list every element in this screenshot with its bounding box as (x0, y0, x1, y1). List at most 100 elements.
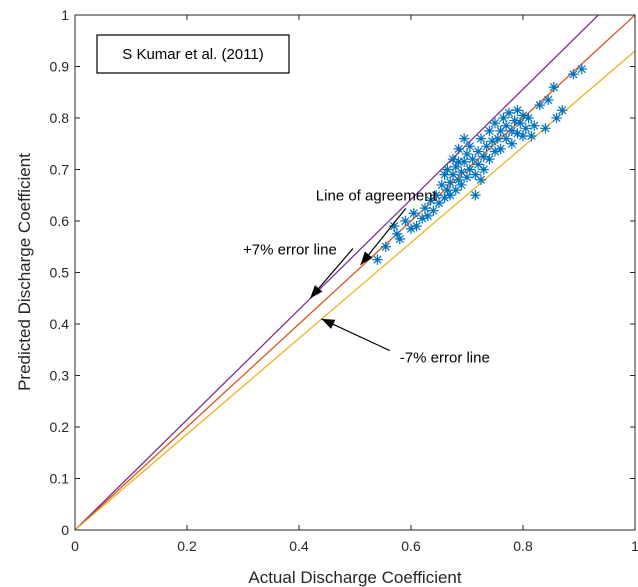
x-tick-label: 1 (631, 538, 638, 554)
data-point (503, 107, 515, 119)
data-point (464, 141, 475, 152)
y-tick-label: 0.4 (50, 316, 70, 332)
data-point (506, 138, 517, 149)
data-point (467, 154, 478, 165)
arrowhead (360, 251, 373, 265)
x-tick-label: 0.4 (289, 538, 309, 554)
data-point (534, 99, 545, 111)
data-point (442, 184, 453, 196)
data-point (431, 190, 442, 201)
data-point (456, 166, 467, 178)
data-point (433, 197, 445, 209)
data-point (461, 172, 473, 183)
line-of-agreement (75, 15, 635, 530)
data-point (447, 154, 459, 165)
data-point (408, 208, 419, 219)
data-point (501, 133, 512, 144)
x-tick-label: 0.6 (401, 538, 421, 554)
data-point (520, 123, 531, 134)
data-point (557, 105, 568, 116)
data-point (484, 125, 495, 137)
data-point (439, 192, 450, 204)
y-tick-label: 0 (61, 522, 69, 538)
data-point (461, 148, 473, 160)
legend-frame (96, 34, 290, 74)
x-tick-label: 0 (71, 538, 79, 554)
data-point (473, 159, 484, 170)
arrowhead (310, 285, 323, 299)
x-axis-title: Actual Discharge Coefficient (248, 568, 462, 587)
data-point (453, 143, 464, 155)
y-tick-label: 0.1 (50, 471, 70, 487)
y-tick-label: 0.9 (50, 59, 70, 75)
data-point (523, 112, 534, 124)
plus-7-percent-error-line (75, 15, 599, 530)
data-point (442, 164, 453, 175)
data-point (411, 220, 422, 232)
axis-ticks: 0 0.2 0.4 0.6 0.8 1 0 0.1 0.2 0.3 0.4 0.5 0.6 0.7 0.8 0… (50, 7, 638, 554)
x-tick-label: 0.2 (177, 538, 197, 554)
data-point (495, 125, 506, 137)
data-point (551, 112, 562, 124)
data-point (428, 205, 439, 216)
data-point (515, 117, 526, 129)
data-point (509, 115, 520, 126)
arrowhead (321, 318, 336, 329)
x-tick-label: 0.8 (513, 538, 533, 554)
data-point (478, 151, 489, 162)
data-point (529, 120, 540, 131)
data-point (576, 63, 587, 75)
data-point (372, 254, 383, 265)
line-of-agreement-label: Line of agreement (316, 187, 438, 204)
data-point (540, 123, 551, 134)
data-point (394, 233, 405, 245)
data-point (389, 220, 400, 232)
data-point (459, 156, 470, 167)
data-point (464, 164, 475, 175)
y-tick-label: 0.2 (50, 419, 70, 435)
data-point (475, 133, 487, 144)
y-tick-label: 0.6 (50, 213, 70, 229)
data-point (447, 169, 459, 180)
data-point (478, 164, 489, 175)
data-point (517, 110, 529, 121)
y-tick-label: 0.8 (50, 110, 70, 126)
reference-lines (75, 15, 635, 530)
data-point (456, 179, 467, 191)
data-point (453, 174, 464, 185)
annotations: Line of agreement +7% error line -7% error… (243, 187, 490, 366)
y-axis-title: Predicted Discharge Coefficient (15, 153, 34, 391)
data-point (473, 146, 484, 157)
data-point (543, 94, 554, 106)
data-point (405, 223, 417, 234)
data-point (475, 174, 487, 185)
data-point (470, 169, 481, 180)
data-point (400, 215, 411, 227)
y-tick-label: 0.7 (50, 162, 70, 178)
data-point (425, 195, 436, 206)
data-point (506, 125, 517, 137)
data-point (417, 213, 428, 224)
plus-7-error-label: +7% error line (243, 241, 337, 258)
data-point (489, 117, 501, 129)
minus-7-percent-error-line (75, 50, 635, 530)
data-point (568, 69, 579, 80)
data-point (484, 154, 495, 165)
data-point (459, 133, 470, 144)
data-point (453, 156, 464, 167)
y-tick-label: 1 (61, 7, 69, 23)
data-point (481, 141, 492, 152)
data-points (372, 63, 587, 265)
data-point (548, 81, 559, 93)
data-point (526, 130, 537, 142)
data-point (422, 210, 433, 222)
minus-7-error-label: -7% error line (400, 350, 490, 367)
y-tick-label: 0.3 (50, 368, 70, 384)
data-point (380, 241, 391, 252)
data-point (517, 130, 529, 142)
data-point (445, 190, 456, 201)
data-point (487, 135, 498, 147)
data-point (512, 128, 523, 139)
legend: S Kumar et al. (2011) (96, 34, 290, 74)
